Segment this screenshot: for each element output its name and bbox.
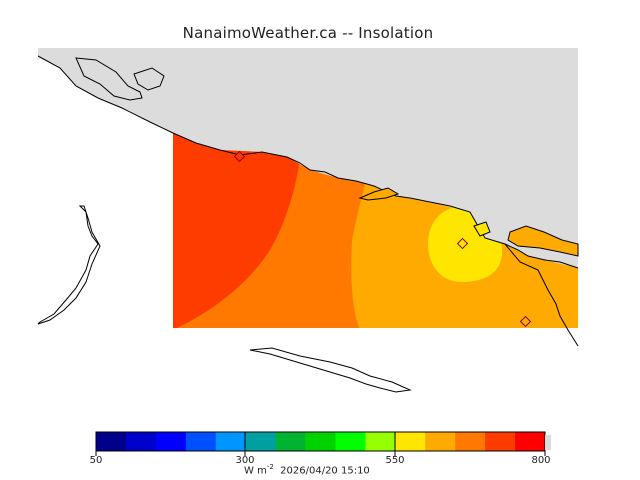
colorbar-cell [125, 432, 157, 451]
units-exponent: -2 [266, 463, 274, 471]
colorbar-cell [515, 432, 546, 451]
colorbar-label-50: 50 [89, 455, 103, 466]
colorbar [96, 432, 546, 451]
island-east-a [358, 187, 400, 201]
north-island-a [75, 57, 143, 101]
station-marker-3 [519, 315, 532, 328]
north-island-b [133, 67, 165, 91]
units-and-timestamp: W m-2 2026/04/20 15:10 [244, 463, 370, 476]
colorbar-shadow [545, 435, 551, 450]
south-island [249, 347, 412, 393]
east-coastline [504, 243, 579, 347]
colorbar-cell [455, 432, 486, 451]
colorbar-cell [215, 432, 247, 451]
timestamp: 2026/04/20 15:10 [280, 465, 370, 477]
map-title: NanaimoWeather.ca -- Insolation [182, 24, 434, 42]
station-marker-1 [233, 150, 246, 163]
colorbar-label-550: 550 [385, 455, 405, 466]
colorbar-cell [365, 432, 396, 451]
colorbar-cell [425, 432, 456, 451]
colorbar-cell [96, 432, 127, 451]
colorbar-cell [245, 432, 276, 451]
colorbar-cell [185, 432, 217, 451]
units-prefix: W m [244, 465, 267, 477]
island-east-c [473, 221, 491, 237]
station-marker-2 [456, 237, 469, 250]
colorbar-cell [305, 432, 336, 451]
land-mass [38, 48, 578, 268]
colorbar-cell [485, 432, 516, 451]
island-east-b [507, 225, 579, 257]
colorbar-cell [275, 432, 306, 451]
colorbar-cell [395, 432, 426, 451]
colorbar-cell [335, 432, 366, 451]
contour-red-zone [173, 133, 305, 328]
colorbar-label-300: 300 [235, 455, 255, 466]
colorbar-cell [155, 432, 187, 451]
colorbar-label-800: 800 [531, 455, 551, 466]
west-spit [37, 205, 101, 325]
